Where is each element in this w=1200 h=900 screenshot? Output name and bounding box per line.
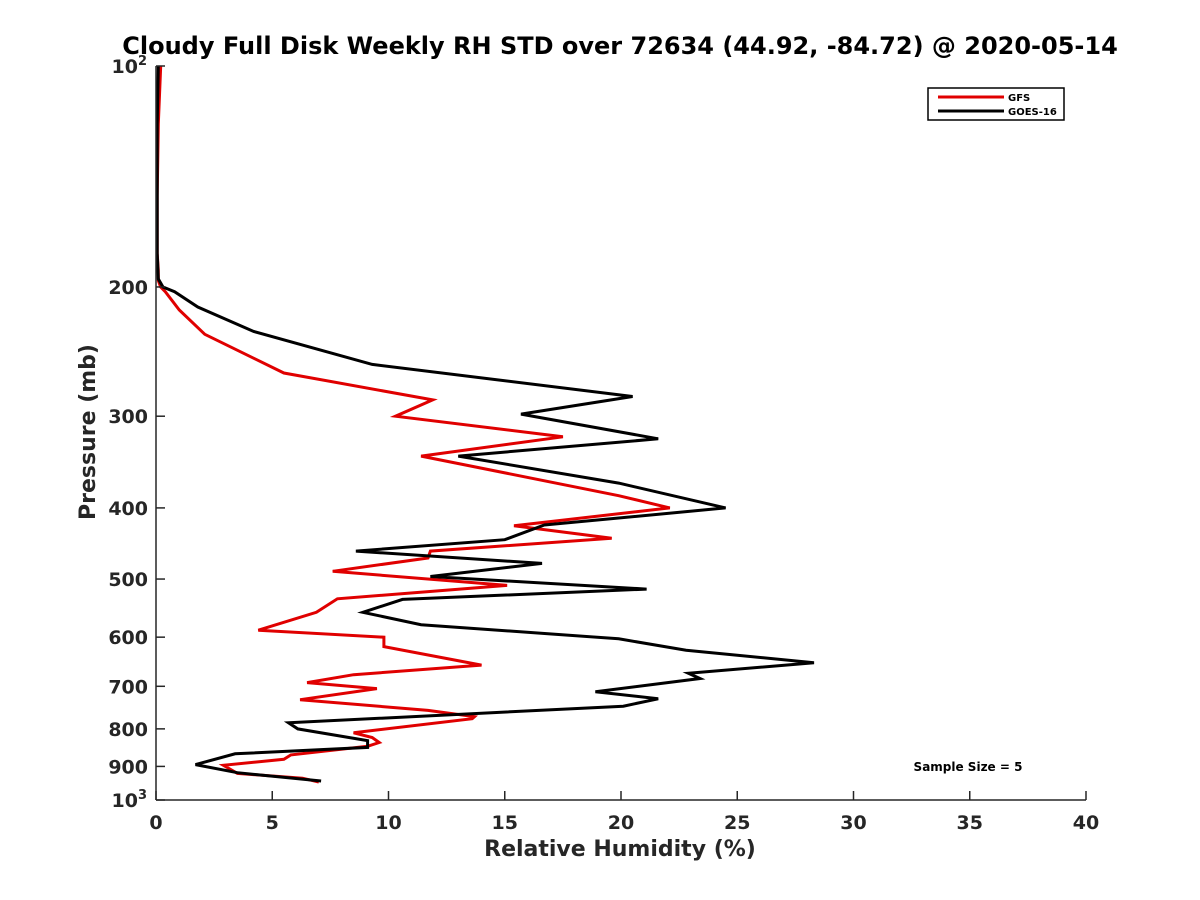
x-tick-label: 10 — [375, 812, 401, 834]
legend: GFS GOES-16 — [927, 87, 1065, 121]
chart-title: Cloudy Full Disk Weekly RH STD over 7263… — [122, 32, 1118, 60]
y-tick-label: 800 — [108, 719, 148, 741]
y-axis-label: Pressure (mb) — [76, 344, 101, 520]
x-tick-label: 5 — [266, 812, 279, 834]
legend-box — [927, 87, 1065, 121]
x-tick-label: 25 — [724, 812, 750, 834]
legend-label-gfs: GFS — [1008, 93, 1030, 104]
y-tick-label-base: 10 — [112, 56, 138, 78]
y-tick-label: 600 — [108, 627, 148, 649]
x-axis-label: Relative Humidity (%) — [484, 837, 756, 862]
y-tick-label-base: 10 — [112, 790, 138, 812]
y-tick-label: 900 — [108, 756, 148, 778]
x-tick-label: 35 — [957, 812, 983, 834]
series-line-goes-16 — [155, 65, 815, 783]
x-tick-label: 0 — [149, 812, 162, 834]
y-tick-label: 400 — [108, 498, 148, 520]
y-tick-label: 103 — [112, 788, 148, 812]
y-tick-label: 700 — [108, 676, 148, 698]
sample-size-annotation: Sample Size = 5 — [914, 760, 1023, 774]
y-tick-label: 300 — [108, 406, 148, 428]
x-tick-label: 20 — [608, 812, 634, 834]
x-tick-label: 30 — [840, 812, 866, 834]
plot-area — [155, 65, 815, 784]
legend-label-goes-16: GOES-16 — [1008, 107, 1057, 118]
x-tick-label: 15 — [492, 812, 518, 834]
y-tick-label: 102 — [112, 54, 148, 78]
y-tick-label-exponent: 3 — [138, 788, 147, 803]
y-tick-label: 500 — [108, 569, 148, 591]
y-tick-label: 200 — [108, 277, 148, 299]
series-line-gfs — [155, 65, 671, 784]
y-tick-label-exponent: 2 — [138, 54, 147, 69]
axes: 0 5 10 15 20 25 30 35 40102200300400500600700800… — [108, 54, 1099, 834]
x-tick-label: 40 — [1073, 812, 1099, 834]
